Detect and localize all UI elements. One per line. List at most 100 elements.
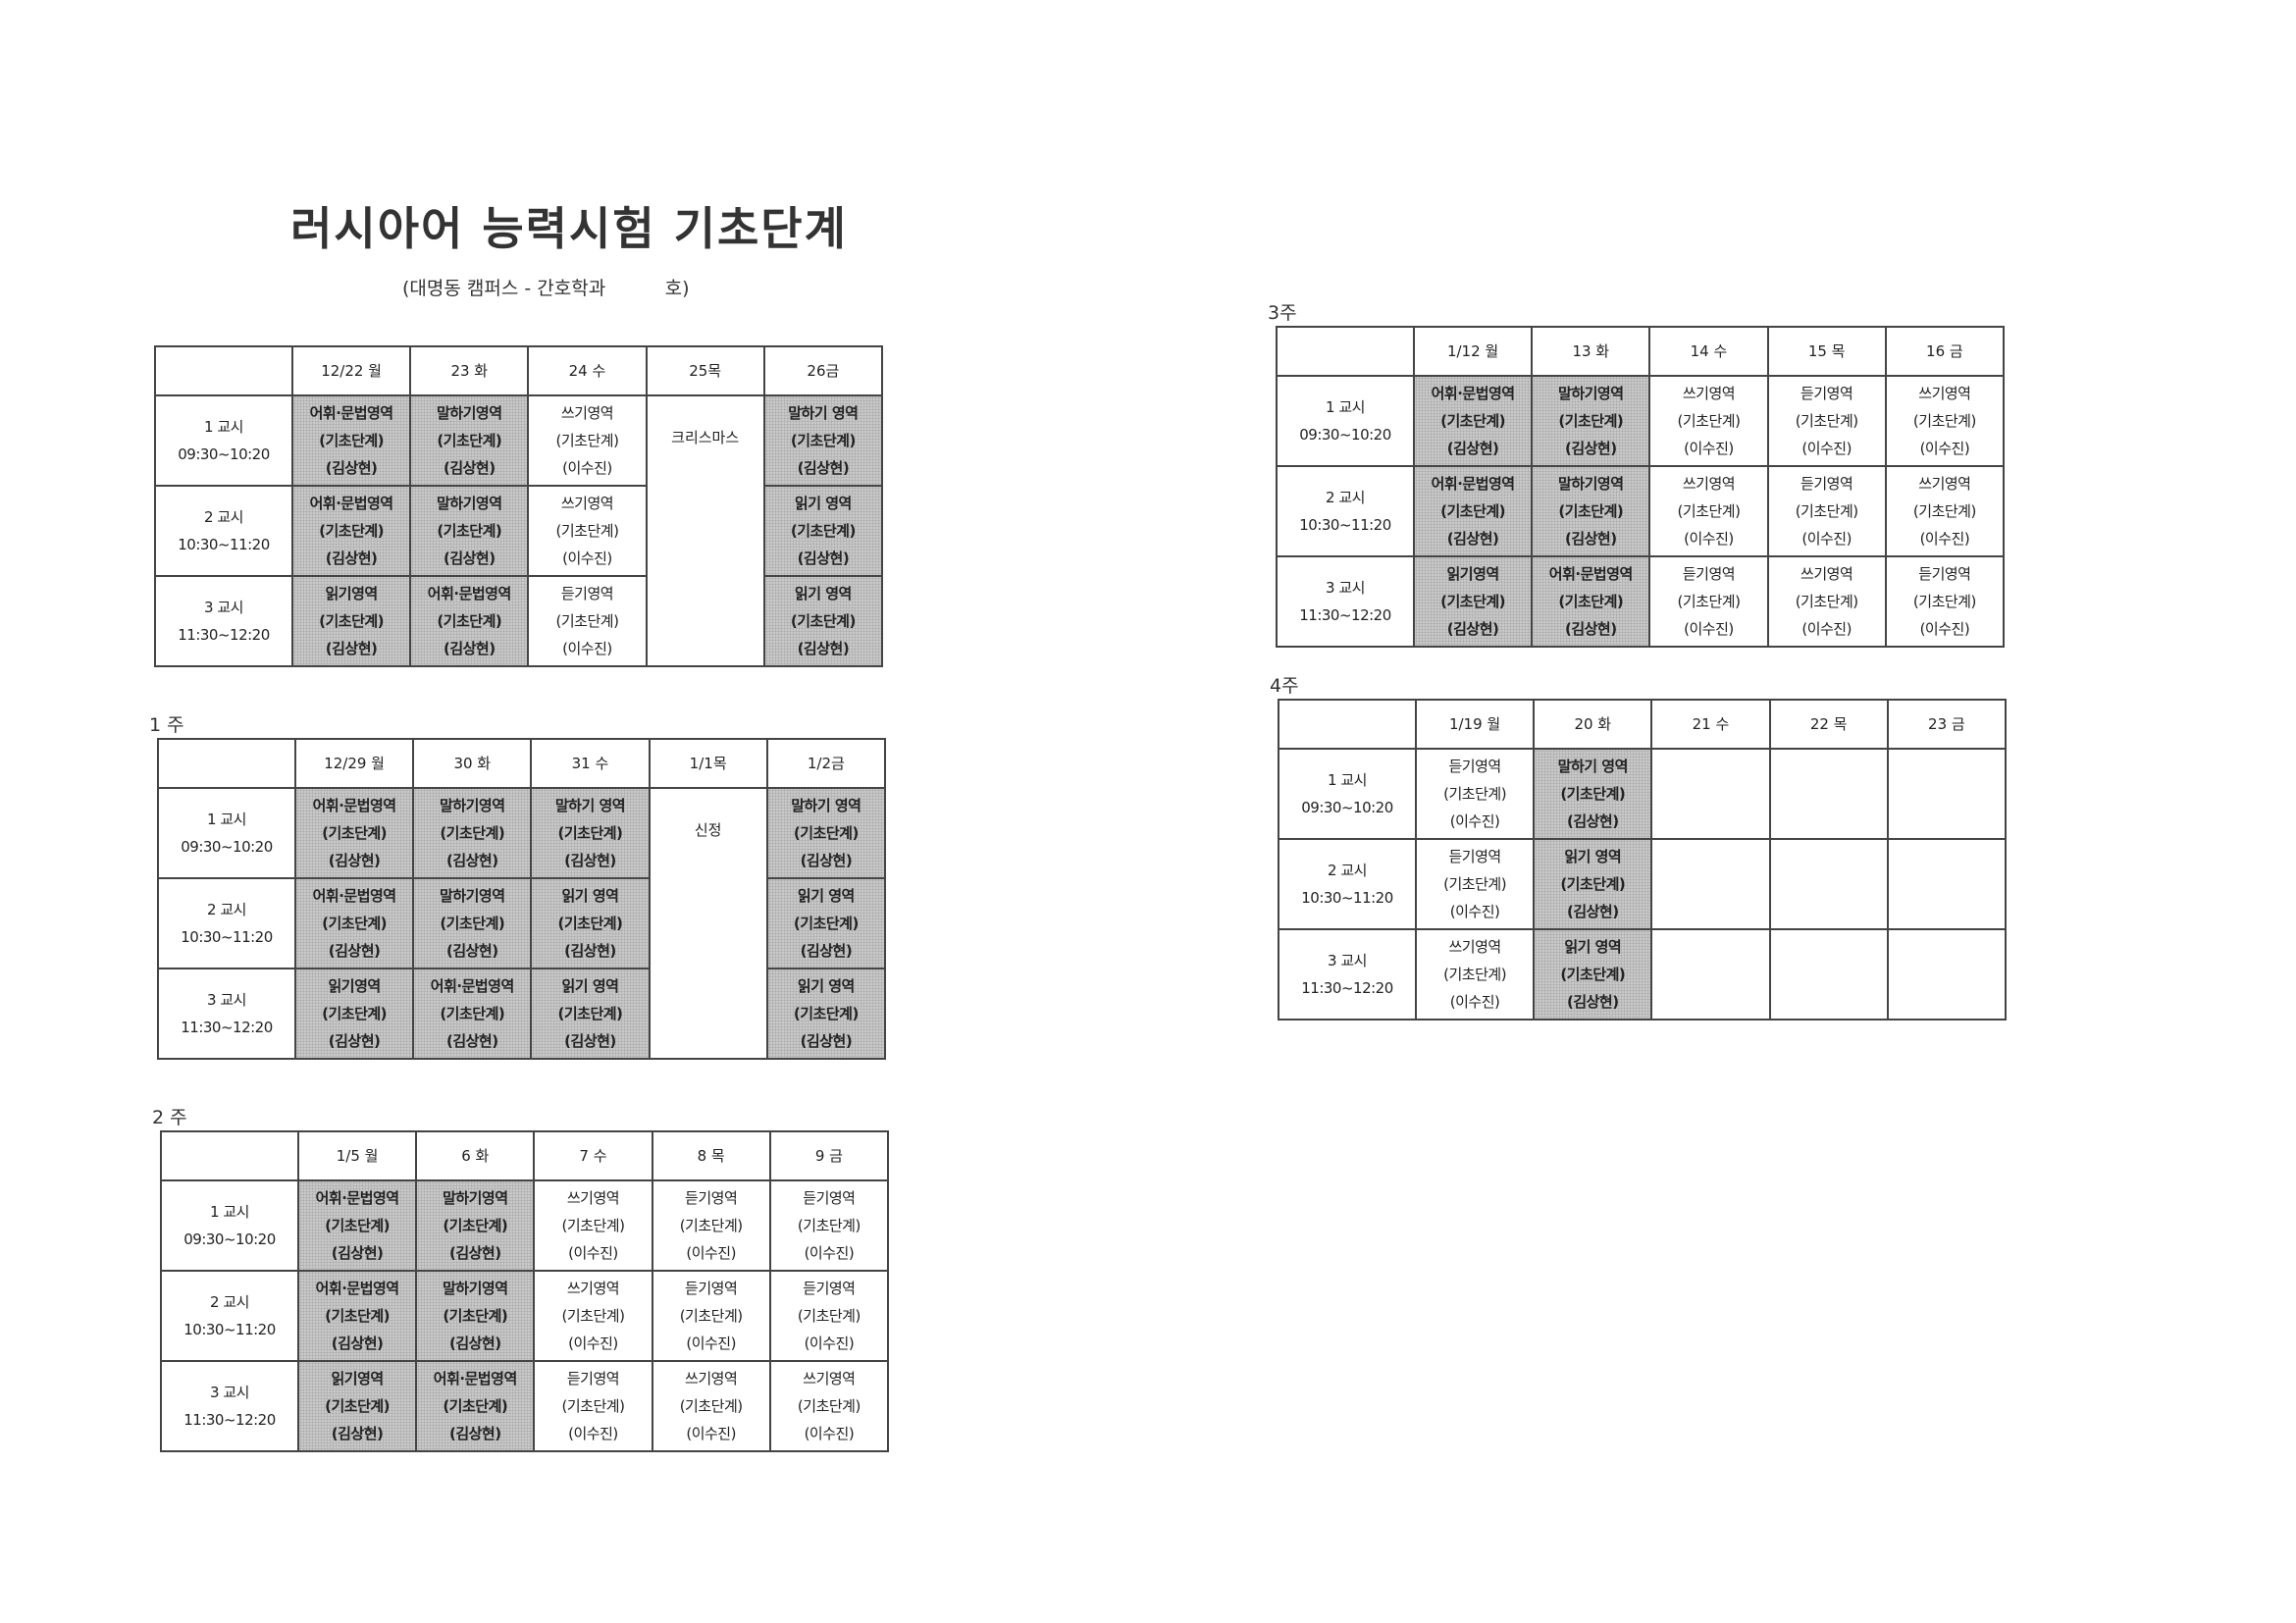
class-cell: 쓰기영역 (기초단계) (이수진) <box>1884 375 2006 467</box>
class-subject: 쓰기영역 <box>1800 565 1853 583</box>
class-teacher: (김상현) <box>325 640 378 657</box>
period-time: 09:30~10:20 <box>1299 426 1391 444</box>
day-header: 12/29 월 <box>293 738 415 789</box>
class-teacher: (김상현) <box>331 1335 384 1352</box>
class-teacher: (이수진) <box>1919 620 1970 638</box>
class-subject: 쓰기영역 <box>566 1280 620 1297</box>
class-teacher: (김상현) <box>443 640 496 657</box>
day-header: 1/2금 <box>765 738 887 789</box>
period-row: 1 교시 09:30~10:20 어휘·문법영역 (기초단계) (김상현) 말하기영역 (기… <box>1276 375 2006 467</box>
class-level: (기초단계) <box>1440 502 1506 520</box>
period-row: 2 교시 10:30~11:20 어휘·문법영역 (기초단계) (김상현) 말하기영역 (기… <box>154 485 884 577</box>
class-subject: 읽기영역 <box>325 585 378 602</box>
week-block: 1 주 12/29 월 30 화 31 수 1/1목 1/2금 1 교시 09:30~10:2… <box>149 714 887 1060</box>
class-level: (기초단계) <box>555 432 619 449</box>
class-teacher: (이수진) <box>1684 440 1734 457</box>
class-level: (기초단계) <box>440 1005 505 1022</box>
day-header: 30 화 <box>412 738 533 789</box>
class-cell <box>1768 928 1889 1021</box>
period-time: 09:30~10:20 <box>1301 799 1393 816</box>
class-cell: 듣기영역 (기초단계) (이수진) <box>651 1179 771 1272</box>
class-cell: 듣기영역 (기초단계) (이수진) <box>1766 375 1887 467</box>
class-cell: 말하기 영역 (기초단계) (김상현) <box>530 787 651 879</box>
class-teacher: (이수진) <box>686 1335 736 1352</box>
class-cell <box>1886 928 2008 1021</box>
class-subject: 쓰기영역 <box>1682 475 1736 493</box>
class-level: (기초단계) <box>679 1397 743 1415</box>
class-subject: 쓰기영역 <box>560 404 614 422</box>
period-cell: 3 교시 11:30~12:20 <box>1276 555 1415 648</box>
class-level: (기초단계) <box>793 1005 859 1022</box>
day-header: 23 금 <box>1886 699 2008 750</box>
period-cell: 1 교시 09:30~10:20 <box>157 787 296 879</box>
class-level: (기초단계) <box>1677 502 1741 520</box>
class-subject: 쓰기영역 <box>803 1370 856 1387</box>
class-level: (기초단계) <box>1677 412 1741 430</box>
day-header: 15 목 <box>1766 326 1887 377</box>
day-header: 13 화 <box>1531 326 1651 377</box>
period-row: 3 교시 11:30~12:20 읽기영역 (기초단계) (김상현) 어휘·문법영역 (기초… <box>154 575 884 667</box>
class-teacher: (이수진) <box>1449 812 1500 830</box>
class-cell: 읽기 영역 (기초단계) (김상현) <box>765 968 887 1060</box>
class-teacher: (이수진) <box>568 1244 618 1262</box>
class-cell: 말하기영역 (기초단계) (김상현) <box>409 485 530 577</box>
class-cell: 어휘·문법영역 (기초단계) (김상현) <box>293 877 415 969</box>
period-cell: 2 교시 10:30~11:20 <box>154 485 293 577</box>
class-subject: 쓰기영역 <box>1918 385 1971 402</box>
class-subject: 말하기영역 <box>437 404 502 422</box>
class-teacher: (이수진) <box>562 640 612 657</box>
class-subject: 말하기영역 <box>440 797 505 814</box>
class-cell: 어휘·문법영역 (기초단계) (김상현) <box>415 1360 536 1452</box>
class-subject: 듣기영역 <box>1918 565 1971 583</box>
class-teacher: (김상현) <box>1564 620 1617 638</box>
period-cell: 3 교시 11:30~12:20 <box>160 1360 299 1452</box>
class-subject: 말하기 영역 <box>788 404 859 422</box>
class-teacher: (이수진) <box>1801 620 1852 638</box>
class-subject: 듣기영역 <box>1800 385 1853 402</box>
class-subject: 듣기영역 <box>803 1280 856 1297</box>
holiday-cell: 신정 <box>648 787 768 1060</box>
class-cell: 듣기영역 (기초단계) (이수진) <box>1884 555 2006 648</box>
day-header: 26금 <box>762 345 884 396</box>
class-subject: 듣기영역 <box>803 1189 856 1207</box>
day-header: 8 목 <box>651 1130 771 1181</box>
class-cell: 말하기영역 (기초단계) (김상현) <box>415 1270 536 1362</box>
class-teacher: (김상현) <box>448 1244 501 1262</box>
class-level: (기초단계) <box>1912 593 1976 610</box>
class-level: (기초단계) <box>322 824 388 842</box>
class-subject: 듣기영역 <box>1448 848 1501 865</box>
class-subject: 읽기 영역 <box>1564 848 1622 865</box>
class-teacher: (김상현) <box>1564 440 1617 457</box>
class-cell: 쓰기영역 (기초단계) (이수진) <box>527 485 648 577</box>
class-subject: 쓰기영역 <box>560 495 614 512</box>
class-level: (기초단계) <box>1560 966 1626 983</box>
period-name: 3 교시 <box>1326 579 1365 597</box>
class-subject: 어휘·문법영역 <box>309 404 394 422</box>
period-time: 11:30~12:20 <box>181 1019 273 1036</box>
class-teacher: (이수진) <box>1684 620 1734 638</box>
day-header: 16 금 <box>1884 326 2006 377</box>
class-level: (기초단계) <box>561 1307 625 1325</box>
class-level: (기초단계) <box>790 522 856 540</box>
class-level: (기초단계) <box>679 1217 743 1234</box>
class-cell: 쓰기영역 (기초단계) (이수진) <box>768 1360 890 1452</box>
class-teacher: (김상현) <box>331 1425 384 1442</box>
day-header: 20 화 <box>1533 699 1653 750</box>
class-subject: 읽기영역 <box>1446 565 1499 583</box>
period-time: 11:30~12:20 <box>1301 979 1393 997</box>
class-cell: 말하기영역 (기초단계) (김상현) <box>1531 465 1651 557</box>
period-time: 10:30~11:20 <box>178 536 270 553</box>
corner-cell <box>1276 326 1415 377</box>
class-cell: 읽기 영역 (기초단계) (김상현) <box>1533 838 1653 930</box>
class-cell: 말하기영역 (기초단계) (김상현) <box>412 787 533 879</box>
class-subject: 쓰기영역 <box>1682 385 1736 402</box>
class-subject: 읽기 영역 <box>797 887 855 905</box>
class-cell: 어휘·문법영역 (기초단계) (김상현) <box>409 575 530 667</box>
class-cell: 읽기영역 (기초단계) (김상현) <box>1412 555 1534 648</box>
class-subject: 말하기영역 <box>437 495 502 512</box>
class-teacher: (김상현) <box>445 1032 498 1050</box>
class-level: (기초단계) <box>443 1307 508 1325</box>
period-cell: 1 교시 09:30~10:20 <box>160 1179 299 1272</box>
class-cell: 말하기영역 (기초단계) (김상현) <box>415 1179 536 1272</box>
day-header: 14 수 <box>1648 326 1769 377</box>
